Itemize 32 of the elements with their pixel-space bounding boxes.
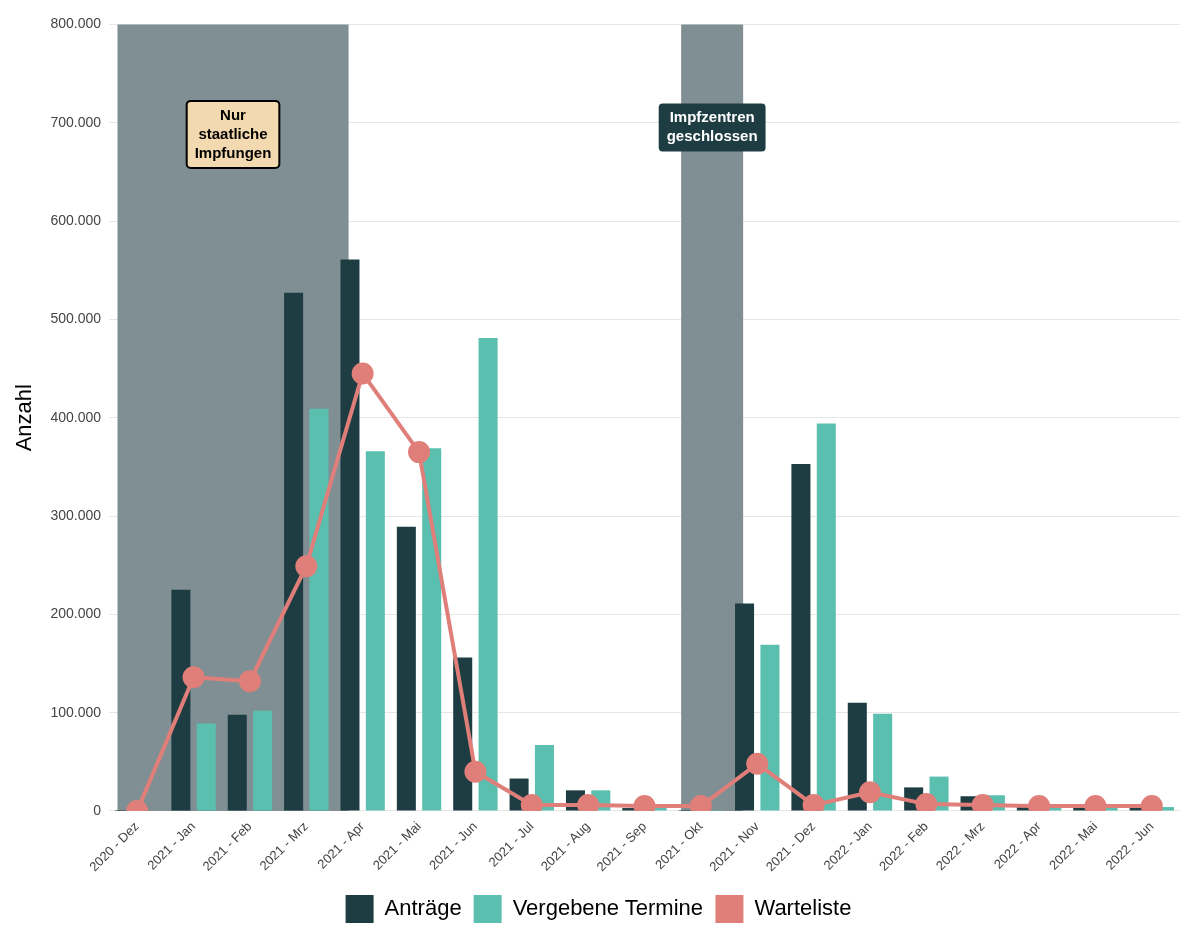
legend-label: Warteliste <box>754 895 852 921</box>
y-axis-title: Anzahl <box>11 384 37 452</box>
bar <box>253 710 273 811</box>
bar <box>478 338 498 811</box>
bar <box>422 448 442 811</box>
bar <box>816 423 836 811</box>
bar <box>284 292 304 811</box>
legend-label: Vergebene Termine <box>512 895 704 921</box>
y-tick-label: 0 <box>93 801 102 818</box>
bar <box>171 589 191 811</box>
bar <box>227 714 247 811</box>
bar <box>365 451 385 811</box>
band-label: Nur staatliche Impfungen <box>194 105 272 161</box>
bar <box>873 713 893 811</box>
y-tick-label: 400.000 <box>50 408 102 425</box>
bar <box>760 644 780 811</box>
bar <box>340 259 360 811</box>
bar <box>309 408 329 811</box>
band-label: Impfzentren geschlossen <box>666 108 758 145</box>
y-tick-label: 200.000 <box>50 605 102 622</box>
y-tick-label: 800.000 <box>50 15 102 32</box>
legend-label: Anträge <box>384 895 462 921</box>
bar <box>847 702 867 811</box>
y-tick-label: 300.000 <box>50 506 102 523</box>
y-tick-label: 500.000 <box>50 310 102 327</box>
bar <box>735 603 755 811</box>
bar <box>791 463 811 811</box>
y-tick-label: 600.000 <box>50 211 102 228</box>
y-tick-label: 700.000 <box>50 113 102 130</box>
bar <box>196 723 216 811</box>
y-tick-label: 100.000 <box>50 703 102 720</box>
bar <box>396 526 416 811</box>
